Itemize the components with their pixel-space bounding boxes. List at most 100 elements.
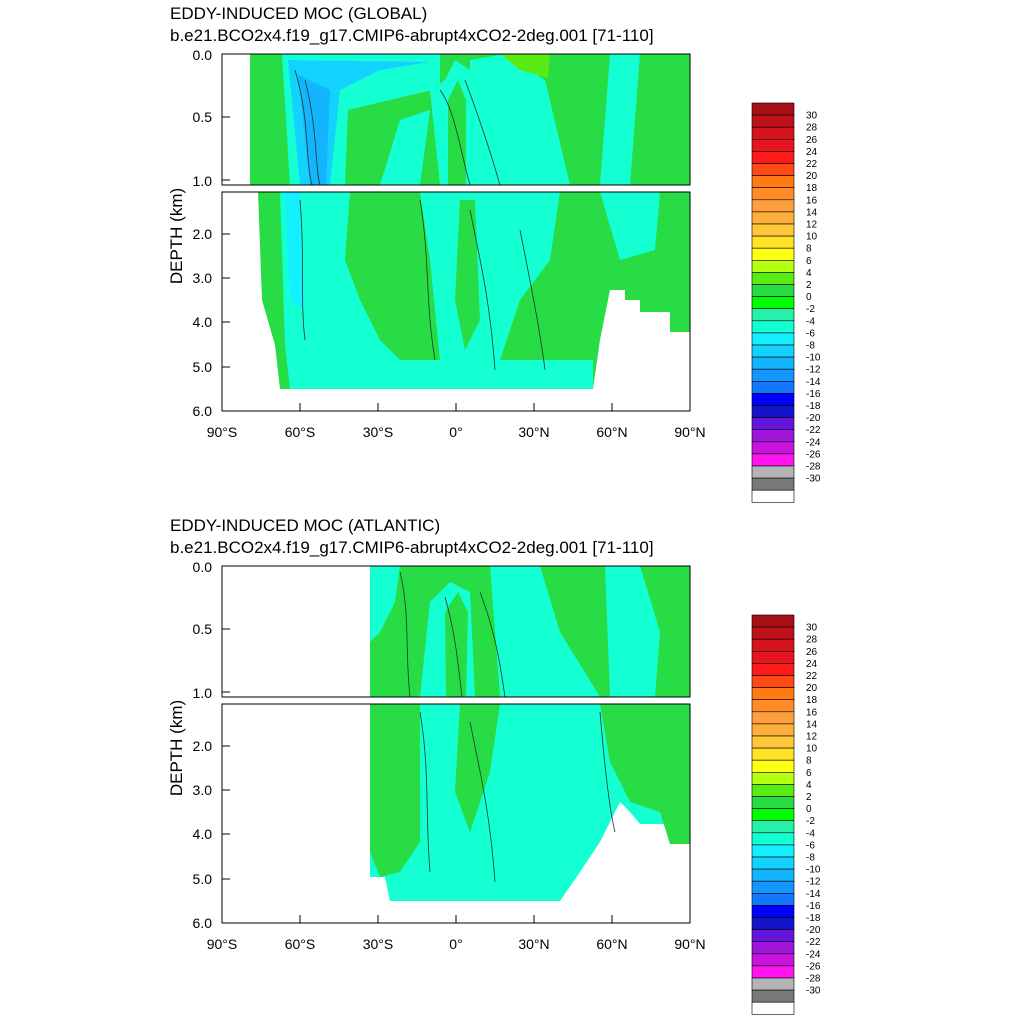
x-tick-label: 60°S — [285, 936, 316, 952]
contour-fill-bottom — [222, 192, 690, 411]
colorbar-swatch — [751, 308, 795, 322]
colorbar-swatch — [751, 223, 795, 237]
x-tick-label: 60°N — [596, 936, 627, 952]
colorbar-swatch — [751, 868, 795, 882]
colorbar-swatch — [751, 905, 795, 918]
colorbar-label: -22 — [806, 425, 821, 436]
colorbar-label: -16 — [806, 389, 821, 400]
colorbar-swatch — [751, 489, 795, 503]
colorbar-label: -12 — [806, 877, 821, 888]
colorbar-swatch — [751, 151, 795, 164]
colorbar-swatch — [751, 699, 795, 713]
colorbar-swatch — [751, 368, 795, 382]
colorbar-label: -10 — [806, 865, 821, 876]
colorbar-swatch — [751, 393, 795, 406]
colorbar-label: 20 — [806, 171, 818, 182]
colorbar-swatch — [751, 296, 795, 310]
colorbar-swatch — [751, 784, 795, 797]
colorbar-label: -2 — [806, 304, 815, 315]
colorbar-label: -26 — [806, 961, 821, 972]
colorbar-swatch — [751, 663, 795, 676]
colorbar-label: -20 — [806, 925, 821, 936]
colorbar-label: 8 — [806, 244, 812, 255]
colorbar-swatch — [751, 892, 795, 906]
colorbar-label: 28 — [806, 123, 818, 134]
colorbar-label: -20 — [806, 413, 821, 424]
chart-subtitle: b.e21.BCO2x4.f19_g17.CMIP6-abrupt4xCO2-2… — [170, 26, 654, 45]
moc-plot-atlantic: 0.0 0.5 1.0 2.0 3.0 4.0 5.0 6.0 90°S 60°… — [167, 559, 821, 1015]
colorbar-label: 26 — [806, 135, 818, 146]
contour-lines — [399, 571, 616, 883]
chart-title: EDDY-INDUCED MOC (GLOBAL) — [170, 4, 428, 23]
y-axis-label: DEPTH (km) — [167, 700, 186, 796]
colorbar-label: 8 — [806, 756, 812, 767]
colorbar-label: 24 — [806, 659, 818, 670]
colorbar-swatch — [751, 138, 795, 152]
moc-plot-global: 0.0 0.5 1.0 2.0 3.0 4.0 5.0 6.0 90°S 60°… — [167, 47, 821, 503]
x-tick-label: 90°S — [207, 424, 238, 440]
moc-panel-atlantic: EDDY-INDUCED MOC (ATLANTIC) b.e21.BCO2x4… — [0, 512, 1024, 1024]
colorbar-swatch — [751, 114, 795, 128]
y-tick-label: 5.0 — [193, 359, 213, 375]
colorbar-label: -18 — [806, 913, 821, 924]
colorbar-label: -8 — [806, 341, 815, 352]
colorbar-label: 2 — [806, 280, 812, 291]
x-tick-label: 0° — [449, 424, 462, 440]
colorbar-label: -12 — [806, 365, 821, 376]
colorbar-label: 12 — [806, 732, 818, 743]
colorbar-swatch — [751, 626, 795, 640]
y-tick-label: 6.0 — [193, 403, 213, 419]
colorbar-swatch — [751, 260, 795, 273]
colorbar-label: 18 — [806, 183, 818, 194]
colorbar-swatch — [751, 163, 795, 176]
y-tick-label: 4.0 — [193, 826, 213, 842]
colorbar-label: 26 — [806, 647, 818, 658]
colorbar-swatch — [751, 175, 795, 188]
colorbar-label: -4 — [806, 316, 815, 327]
colorbar-swatch — [751, 917, 795, 930]
colorbar: 302826242220181614121086420-2-4-6-8-10-1… — [751, 614, 821, 1015]
y-ticks — [222, 53, 230, 368]
x-tick-label: 90°N — [674, 424, 705, 440]
colorbar-label: -14 — [806, 377, 821, 388]
colorbar-swatch — [751, 332, 795, 346]
contour-lines — [294, 69, 546, 371]
colorbar-label: 14 — [806, 719, 818, 730]
colorbar-label: -30 — [806, 986, 821, 997]
colorbar-swatch — [751, 711, 795, 725]
colorbar-swatch — [751, 417, 795, 431]
y-tick-label: 1.0 — [193, 685, 213, 701]
colorbar-label: -16 — [806, 901, 821, 912]
colorbar-swatch — [751, 759, 795, 773]
colorbar-swatch — [751, 687, 795, 700]
colorbar-swatch — [751, 880, 795, 894]
colorbar-swatch — [751, 284, 795, 297]
colorbar-label: 18 — [806, 695, 818, 706]
colorbar-label: 6 — [806, 256, 812, 267]
colorbar-swatch — [751, 675, 795, 688]
y-tick-label: 2.0 — [193, 738, 213, 754]
colorbar-swatch — [751, 356, 795, 370]
y-tick-label: 0.0 — [193, 47, 213, 63]
colorbar: 302826242220181614121086420-2-4-6-8-10-1… — [751, 102, 821, 503]
colorbar-swatch — [751, 235, 795, 249]
x-tick-label: 30°S — [363, 936, 394, 952]
x-tick-label: 90°N — [674, 936, 705, 952]
contour-fill-top — [222, 54, 690, 185]
plot-frame-top — [221, 565, 691, 698]
colorbar-label: -24 — [806, 437, 821, 448]
colorbar-label: -18 — [806, 401, 821, 412]
colorbar-swatch — [751, 808, 795, 822]
colorbar-swatch — [751, 965, 795, 979]
colorbar-swatch — [751, 102, 795, 116]
colorbar-swatch — [751, 380, 795, 394]
colorbar-swatch — [751, 747, 795, 761]
colorbar-label: 10 — [806, 744, 818, 755]
colorbar-label: -28 — [806, 974, 821, 985]
colorbar-label: 20 — [806, 683, 818, 694]
colorbar-swatch — [751, 650, 795, 664]
colorbar-swatch — [751, 723, 795, 737]
colorbar-swatch — [751, 844, 795, 858]
colorbar-label: -30 — [806, 474, 821, 485]
contour-fill-top — [222, 566, 690, 697]
